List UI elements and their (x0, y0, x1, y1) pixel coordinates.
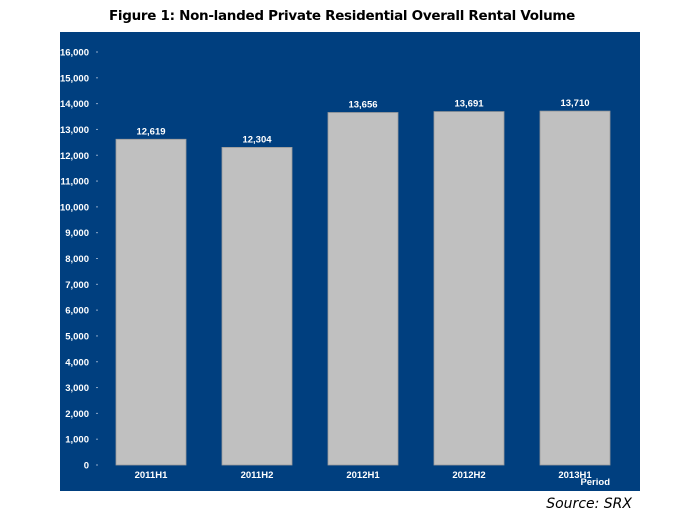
y-tick-label: 16,000 (60, 48, 89, 59)
y-tick-label: 14,000 (60, 99, 89, 110)
y-tick-label: 8,000 (65, 254, 89, 265)
x-tick-label: 2011H1 (135, 470, 168, 481)
x-tick-label: 2013H1 (558, 470, 592, 481)
chart-panel: 0 1,000 2,000 3,000 4,000 5,000 6,000 7,000 8,00… (60, 32, 640, 491)
y-tick-label: 5,000 (65, 331, 89, 342)
data-label: 12,304 (242, 134, 272, 145)
x-tick-label: 2012H1 (346, 470, 380, 481)
bars: 12,619 12,304 13,656 13,691 13,710 (115, 98, 611, 466)
y-tick-label: 3,000 (65, 383, 89, 394)
bar (433, 111, 505, 466)
bar (221, 147, 293, 466)
bar (115, 138, 187, 466)
y-tick-label: 6,000 (65, 306, 89, 317)
chart-title: Figure 1: Non-landed Private Residential… (108, 8, 576, 24)
data-label: 12,619 (136, 126, 165, 137)
data-label: 13,656 (348, 100, 377, 111)
y-tick-label: 13,000 (60, 125, 89, 136)
y-tick-label: 11,000 (60, 177, 89, 188)
y-tick-label: 7,000 (65, 280, 89, 291)
x-axis: 2011H1 2011H2 2012H1 2012H2 2013H1 (135, 470, 593, 481)
bar-chart: 0 1,000 2,000 3,000 4,000 5,000 6,000 7,000 8,00… (60, 48, 611, 488)
y-axis: 0 1,000 2,000 3,000 4,000 5,000 6,000 7,000 8,00… (60, 48, 98, 472)
y-tick-label: 2,000 (65, 409, 89, 420)
y-tick-label: 10,000 (60, 202, 89, 213)
y-tick-label: 15,000 (60, 73, 89, 84)
data-label: 13,691 (454, 99, 484, 110)
source-note: Source: SRX (546, 496, 632, 512)
bar (539, 110, 611, 466)
y-tick-label: 9,000 (65, 228, 89, 239)
x-tick-label: 2012H2 (452, 470, 485, 481)
y-tick-label: 12,000 (60, 151, 89, 162)
x-tick-label: 2011H2 (241, 470, 274, 481)
bar (327, 112, 399, 466)
y-tick-label: 1,000 (65, 435, 89, 446)
y-tick-label: 0 (84, 461, 89, 472)
y-tick-label: 4,000 (65, 357, 89, 368)
x-axis-label: Period (580, 477, 610, 488)
data-label: 13,710 (560, 98, 589, 109)
